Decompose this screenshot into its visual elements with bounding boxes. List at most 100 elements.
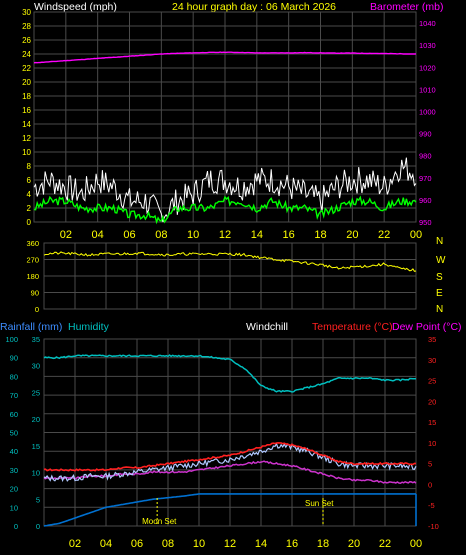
baro-tick-label: 1020 [419,63,436,72]
rainfall-tick-label: 0 [36,522,40,531]
rainfall-line [43,493,416,527]
barometer-title: Barometer (mb) [370,1,444,13]
wind-tick-label: 12 [22,134,31,143]
wind-tick-label: 2 [27,204,32,213]
humidity-tick-label: 60 [10,410,18,419]
hour-label-bottom: 16 [286,538,298,550]
temperature-title: Temperature (°C) [312,321,393,333]
humidity-line [43,354,417,393]
rainfall-tick-label: 25 [32,388,40,397]
wind-tick-label: 6 [27,176,32,185]
dewpoint-title: Dew Point (°C) [392,321,462,333]
baro-tick-label: 970 [419,174,432,183]
humidity-tick-label: 30 [10,466,18,475]
hour-label-top: 04 [92,229,104,241]
hour-label-bottom: 10 [193,538,205,550]
humidity-title: Humidity [68,321,110,333]
windspeed-gust-line [33,157,417,223]
temperature-tick-label: 10 [428,439,436,448]
wind-tick-label: 30 [22,8,31,17]
humidity-tick-label: 70 [10,391,18,400]
direction-tick-label: 270 [26,256,39,265]
rainfall-tick-label: 10 [32,469,40,478]
compass-label: E [436,288,443,299]
direction-tick-label: 360 [26,239,39,248]
wind-tick-label: 10 [22,148,31,157]
sun-set-label: Sun Set [305,499,334,508]
hour-label-top: 08 [155,229,167,241]
temperature-tick-label: -5 [428,501,435,510]
hour-label-bottom: 14 [255,538,267,550]
hour-label-bottom: 20 [348,538,360,550]
graph-day-title: 24 hour graph day : 06 March 2026 [172,1,336,13]
hour-label-bottom: 12 [224,538,236,550]
wind-tick-label: 24 [22,50,31,59]
temperature-tick-label: 35 [428,335,436,344]
hour-label-top: 00 [410,229,422,241]
hour-label-bottom: 08 [162,538,174,550]
hour-label-top: 10 [187,229,199,241]
rainfall-tick-label: 15 [32,442,40,451]
humidity-tick-label: 80 [10,372,18,381]
baro-tick-label: 1030 [419,41,436,50]
temperature-tick-label: 25 [428,377,436,386]
hour-label-bottom: 00 [410,538,422,550]
wind-tick-label: 28 [22,22,31,31]
compass-label: N [436,304,443,315]
baro-tick-label: 1040 [419,19,436,28]
rainfall-tick-label: 20 [32,415,40,424]
wind-tick-label: 18 [22,92,31,101]
windchill-line [43,442,417,483]
compass-label: S [436,272,443,283]
hour-label-bottom: 02 [69,538,81,550]
hour-label-bottom: 04 [100,538,112,550]
hour-label-bottom: 06 [131,538,143,550]
compass-label: W [436,255,446,266]
direction-tick-label: 90 [31,289,39,298]
barometer-line [33,51,417,64]
wind-tick-label: 14 [22,120,31,129]
hour-label-bottom: 18 [317,538,329,550]
windspeed-title: Windspeed (mph) [34,1,117,13]
wind-tick-label: 22 [22,64,31,73]
baro-tick-label: 960 [419,196,432,205]
moon-set-label: Moon Set [142,517,177,526]
temperature-line [43,441,417,472]
hour-label-top: 20 [346,229,358,241]
temperature-tick-label: 0 [428,480,432,489]
hour-label-top: 12 [219,229,231,241]
humidity-tick-label: 50 [10,429,18,438]
rainfall-title: Rainfall (mm) [0,321,62,333]
baro-tick-label: 980 [419,152,432,161]
windspeed-average-line [33,195,417,225]
wind-tick-label: 20 [22,78,31,87]
rainfall-tick-label: 30 [32,362,40,371]
hour-label-top: 22 [378,229,390,241]
rainfall-tick-label: 35 [32,335,40,344]
humidity-tick-label: 20 [10,485,18,494]
humidity-tick-label: 0 [14,522,18,531]
wind-direction-line [43,251,417,272]
humidity-tick-label: 100 [5,335,18,344]
hour-label-top: 06 [123,229,135,241]
humidity-tick-label: 40 [10,447,18,456]
baro-tick-label: 950 [419,218,432,227]
humidity-tick-label: 90 [10,354,18,363]
temperature-tick-label: 20 [428,397,436,406]
hour-label-top: 16 [283,229,295,241]
wind-tick-label: 8 [27,162,32,171]
baro-tick-label: 1010 [419,85,436,94]
direction-tick-label: 180 [26,272,39,281]
wind-tick-label: 16 [22,106,31,115]
wind-tick-label: 4 [27,190,32,199]
temperature-tick-label: 30 [428,356,436,365]
compass-label: N [436,236,443,247]
temperature-tick-label: 5 [428,460,432,469]
hour-label-top: 02 [60,229,72,241]
temperature-tick-label: -10 [428,522,439,531]
dewpoint-line [43,460,417,484]
baro-tick-label: 1000 [419,107,436,116]
direction-tick-label: 0 [35,305,39,314]
wind-tick-label: 26 [22,36,31,45]
